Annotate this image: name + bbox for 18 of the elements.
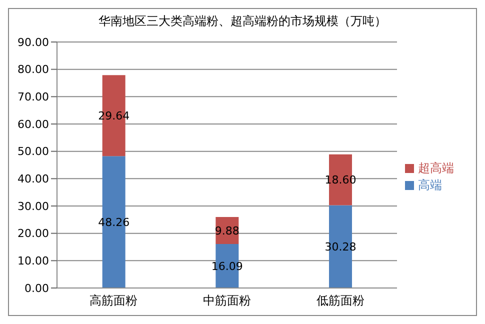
x-tick-label: 中筋面粉 — [203, 294, 251, 308]
y-tick-label: 40.00 — [18, 172, 49, 186]
x-tick-label: 高筋面粉 — [90, 294, 138, 308]
legend-label: 高端 — [418, 178, 442, 192]
y-tick-label: 80.00 — [18, 63, 49, 76]
x-tick-label: 低筋面粉 — [316, 294, 364, 308]
y-tick-label: 0.00 — [24, 282, 49, 295]
y-tick-label: 20.00 — [18, 227, 49, 240]
y-tick-label: 70.00 — [18, 90, 49, 104]
y-tick-label: 90.00 — [18, 36, 49, 49]
data-label: 18.60 — [324, 174, 356, 187]
legend-label: 超高端 — [418, 161, 454, 175]
chart-title: 华南地区三大类高端粉、超高端粉的市场规模（万吨） — [98, 13, 388, 30]
y-tick-label: 10.00 — [18, 254, 49, 268]
y-tick-label: 60.00 — [18, 118, 49, 131]
data-label: 9.88 — [214, 224, 240, 238]
y-tick-label: 30.00 — [18, 200, 49, 213]
y-tick-label: 50.00 — [18, 145, 49, 158]
